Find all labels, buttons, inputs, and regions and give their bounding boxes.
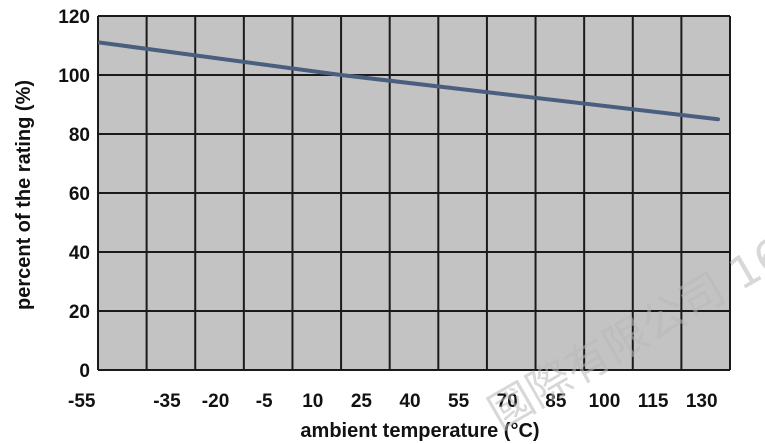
x-tick-label: -5 [256,391,273,412]
x-tick-label: 85 [545,391,567,412]
x-tick-label: -20 [202,391,229,412]
y-tick-label: 0 [79,361,90,382]
y-tick-labels: 0 20 40 60 80 100 120 [58,7,90,382]
x-tick-label: 70 [497,391,518,412]
y-tick-label: 80 [69,125,90,146]
x-axis-label: ambient temperature (°C) [300,420,539,442]
y-tick-label: 120 [58,7,90,28]
x-tick-label: 10 [302,391,323,412]
y-axis-label: percent of the rating (%) [13,80,35,310]
y-tick-label: 100 [58,66,90,87]
y-tick-label: 60 [69,184,90,205]
x-tick-label: 130 [686,391,718,412]
x-tick-label: -55 [68,391,96,412]
x-tick-label: -35 [153,391,181,412]
x-tick-label: 25 [351,391,373,412]
x-tick-label: 40 [399,391,420,412]
y-tick-label: 20 [69,302,90,323]
x-tick-label: 100 [589,391,621,412]
gridlines [97,15,731,371]
x-tick-labels: -55 -35 -20 -5 10 25 40 55 70 85 100 115 130 [68,391,718,412]
x-tick-label: 55 [448,391,470,412]
x-tick-label: 115 [638,391,669,412]
y-tick-label: 40 [69,243,90,264]
series-line [98,40,720,122]
